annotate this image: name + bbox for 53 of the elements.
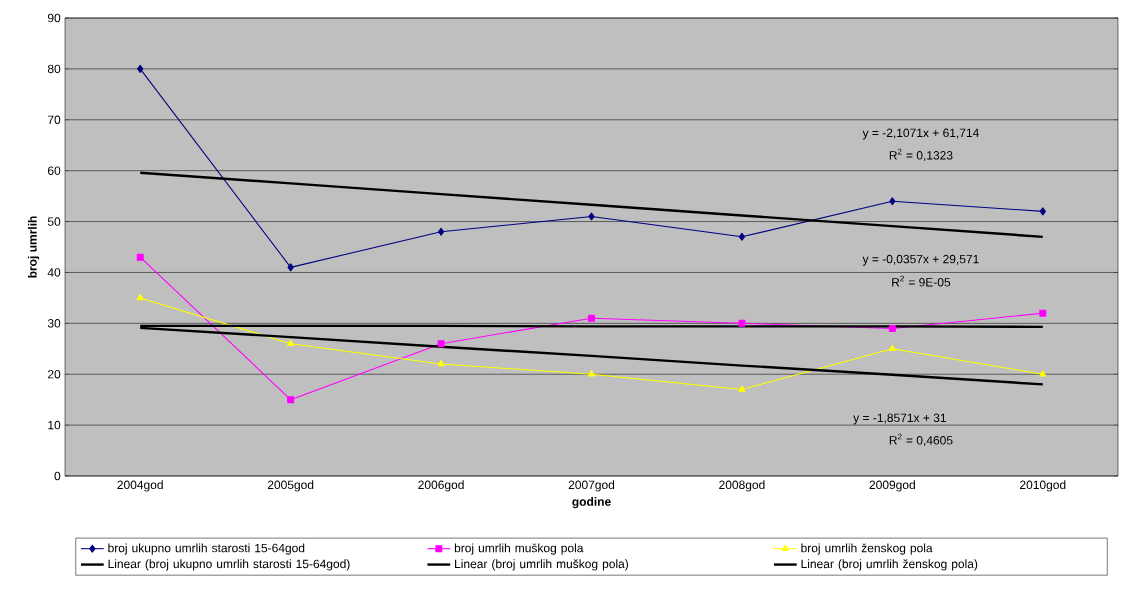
- point: [1039, 207, 1046, 216]
- x-tick-label: 2005god: [267, 480, 314, 492]
- point: [287, 263, 294, 272]
- x-axis-title: godine: [572, 497, 611, 509]
- x-tick-label: 2010god: [1020, 480, 1066, 492]
- y-tick-label: 30: [47, 319, 61, 328]
- point: [437, 227, 445, 236]
- x-tick-label: 2007god: [568, 480, 615, 492]
- point: [136, 253, 144, 261]
- point: [587, 370, 596, 377]
- x-tick-label: 2008god: [719, 480, 765, 492]
- y-tick-label: 50: [47, 217, 61, 226]
- y-tick-label: 0: [54, 471, 61, 481]
- annotation: y = -2,1071x + 61,714: [862, 128, 979, 140]
- point: [588, 314, 595, 322]
- point: [1039, 370, 1047, 377]
- annotation: y = -0,0357x + 29,571: [862, 254, 979, 266]
- legend-label: Linear (broj umrlih ženskog pola): [801, 559, 978, 571]
- point: [888, 324, 896, 332]
- annotation: R$^{2}$ = 9E-05: [892, 275, 951, 287]
- legend-label: broj umrlih ženskog pola: [801, 543, 933, 555]
- y-tick-label: 10: [48, 420, 61, 430]
- y-tick-label: 70: [48, 115, 61, 125]
- point: [137, 64, 144, 73]
- y-tick-label: 90: [47, 13, 61, 23]
- annotation: y = -1,8571x + 31: [853, 413, 946, 425]
- point: [437, 340, 445, 348]
- point: [588, 212, 595, 221]
- legend-label: Linear (broj umrlih muškog pola): [455, 559, 629, 571]
- point: [437, 360, 445, 367]
- y-axis-title: broj umrlih: [27, 216, 40, 278]
- point: [287, 339, 295, 346]
- point: [889, 197, 896, 206]
- point: [738, 232, 746, 241]
- point: [1039, 309, 1047, 317]
- point: [136, 293, 144, 301]
- y-tick-label: 60: [48, 166, 61, 175]
- point: [287, 396, 295, 404]
- point: [738, 319, 746, 327]
- y-tick-label: 80: [47, 64, 61, 74]
- legend-label: broj umrlih muškog pola: [454, 543, 584, 555]
- x-tick-label: 2004god: [117, 480, 163, 492]
- point: [738, 385, 746, 392]
- legend-label: Linear (broj ukupno umrlih starosti 15-64god): [108, 559, 350, 571]
- y-tick-label: 20: [48, 369, 61, 379]
- legend-label: broj ukupno umrlih starosti 15-64god: [108, 543, 305, 555]
- x-tick-label: 2006god: [418, 480, 464, 492]
- annotation: R$^{2}$ = 0,4605: [889, 433, 953, 446]
- x-tick-label: 2009god: [869, 480, 915, 492]
- line-series: [139, 171, 1044, 239]
- y-tick-label: 40: [47, 268, 61, 277]
- point: [888, 344, 896, 352]
- annotation: R$^{2}$ = 0,1323: [889, 148, 953, 161]
